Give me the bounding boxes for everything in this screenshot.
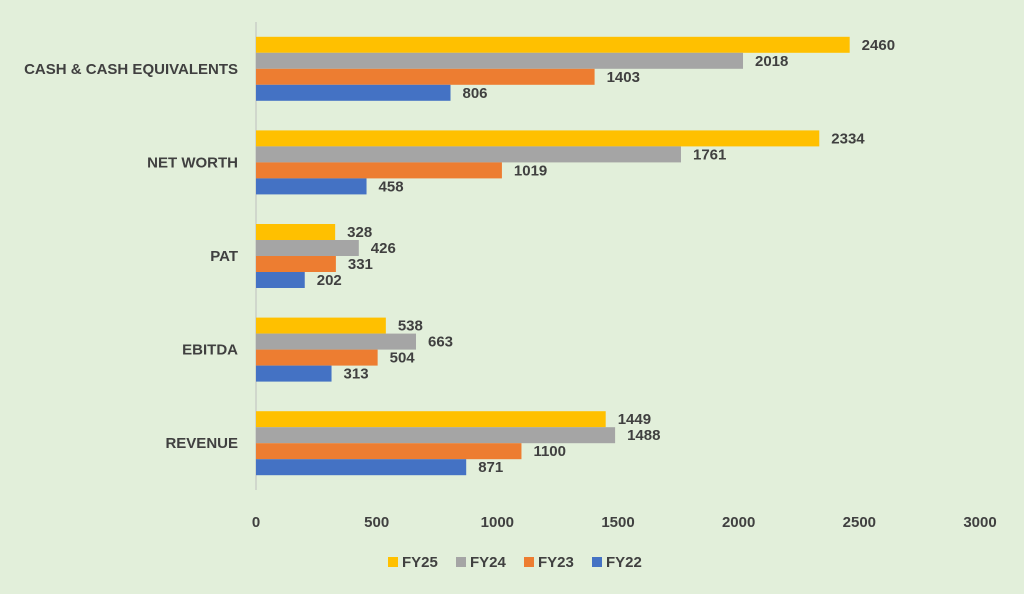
bar-ebitda-fy22 xyxy=(256,365,332,382)
legend-label-fy22: FY22 xyxy=(606,554,642,571)
bar-pat-fy22 xyxy=(256,272,305,288)
data-label-pat-fy22: 202 xyxy=(317,272,342,289)
legend-label-fy23: FY23 xyxy=(538,554,574,571)
category-label-pat: PAT xyxy=(210,248,238,265)
data-label-pat-fy25: 328 xyxy=(347,224,372,241)
data-label-net-worth-fy23: 1019 xyxy=(514,162,547,179)
x-tick-label-3000: 3000 xyxy=(963,514,996,531)
legend-swatch-fy22 xyxy=(592,557,602,567)
bars-layer xyxy=(256,36,850,476)
category-label-revenue: REVENUE xyxy=(165,435,238,452)
bar-pat-fy23 xyxy=(256,256,336,272)
bar-cash-cash-equivalents-fy24 xyxy=(256,52,744,69)
data-label-net-worth-fy24: 1761 xyxy=(693,146,726,163)
x-tick-label-1500: 1500 xyxy=(601,514,634,531)
data-label-cash-cash-equivalents-fy25: 2460 xyxy=(862,37,895,54)
data-label-cash-cash-equivalents-fy24: 2018 xyxy=(755,53,788,70)
bar-pat-fy25 xyxy=(256,224,336,240)
bar-revenue-fy25 xyxy=(256,411,606,428)
bar-cash-cash-equivalents-fy23 xyxy=(256,68,595,85)
data-label-cash-cash-equivalents-fy23: 1403 xyxy=(607,69,640,86)
legend-label-fy25: FY25 xyxy=(402,554,438,571)
legend-swatch-fy24 xyxy=(456,557,466,567)
x-tick-label-2500: 2500 xyxy=(843,514,876,531)
bar-ebitda-fy24 xyxy=(256,333,417,350)
data-label-ebitda-fy24: 663 xyxy=(428,334,453,351)
data-label-revenue-fy23: 1100 xyxy=(533,443,566,460)
bar-revenue-fy22 xyxy=(256,459,467,476)
bar-revenue-fy23 xyxy=(256,443,522,460)
data-label-ebitda-fy25: 538 xyxy=(398,318,423,335)
category-labels: CASH & CASH EQUIVALENTS NET WORTH PAT EBITD… xyxy=(24,61,238,452)
data-label-pat-fy24: 426 xyxy=(371,240,396,257)
bar-net-worth-fy22 xyxy=(256,178,367,195)
bar-pat-fy24 xyxy=(256,240,359,256)
data-label-cash-cash-equivalents-fy22: 806 xyxy=(463,85,488,102)
bar-net-worth-fy25 xyxy=(256,130,820,147)
x-tick-label-0: 0 xyxy=(252,514,260,531)
bar-cash-cash-equivalents-fy22 xyxy=(256,84,451,101)
x-tick-label-1000: 1000 xyxy=(481,514,514,531)
data-label-ebitda-fy22: 313 xyxy=(344,366,369,383)
category-label-net-worth: NET WORTH xyxy=(147,154,238,171)
data-label-net-worth-fy22: 458 xyxy=(379,178,404,195)
legend-swatch-fy23 xyxy=(524,557,534,567)
bar-ebitda-fy23 xyxy=(256,349,378,366)
data-label-pat-fy23: 331 xyxy=(348,256,373,273)
legend-label-fy24: FY24 xyxy=(470,554,507,571)
legend: FY25 FY24 FY23 FY22 xyxy=(388,554,642,571)
bar-ebitda-fy25 xyxy=(256,317,386,334)
bar-revenue-fy24 xyxy=(256,427,616,444)
data-label-revenue-fy24: 1488 xyxy=(627,427,660,444)
x-tick-label-2000: 2000 xyxy=(722,514,755,531)
bar-cash-cash-equivalents-fy25 xyxy=(256,36,850,53)
category-label-cash-cash-equivalents: CASH & CASH EQUIVALENTS xyxy=(24,61,238,78)
x-axis-ticks: 0 500 1000 1500 2000 2500 3000 xyxy=(252,514,997,531)
data-label-net-worth-fy25: 2334 xyxy=(831,130,865,147)
data-label-ebitda-fy23: 504 xyxy=(390,350,416,367)
bar-net-worth-fy23 xyxy=(256,162,502,179)
category-label-ebitda: EBITDA xyxy=(182,342,238,359)
data-label-revenue-fy22: 871 xyxy=(478,459,503,476)
data-label-revenue-fy25: 1449 xyxy=(618,411,651,428)
x-tick-label-500: 500 xyxy=(364,514,389,531)
legend-swatch-fy25 xyxy=(388,557,398,567)
bar-net-worth-fy24 xyxy=(256,146,681,163)
